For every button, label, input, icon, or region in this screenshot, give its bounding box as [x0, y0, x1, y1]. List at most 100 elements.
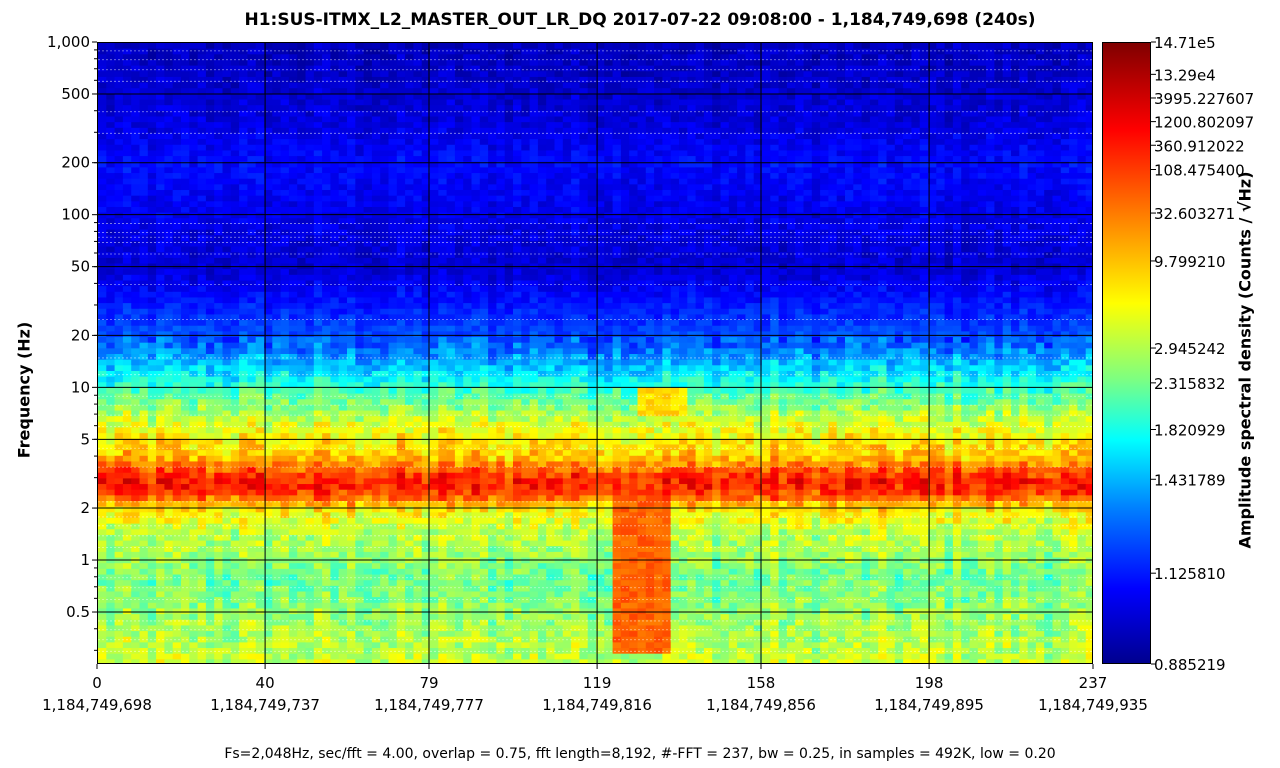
- heatmap-cell: [222, 184, 232, 191]
- heatmap-cell: [952, 71, 962, 78]
- heatmap-cell: [745, 178, 755, 185]
- heatmap-cell: [330, 235, 340, 242]
- heatmap-cell: [554, 178, 564, 185]
- heatmap-cell: [172, 156, 182, 163]
- heatmap-cell: [1011, 184, 1020, 191]
- heatmap-cell: [811, 116, 821, 123]
- heatmap-cell: [562, 48, 572, 55]
- heatmap-cell: [230, 240, 240, 248]
- heatmap-cell: [388, 150, 398, 157]
- heatmap-cell: [654, 161, 663, 168]
- heatmap-cell: [1002, 223, 1012, 231]
- heatmap-cell: [562, 59, 572, 67]
- heatmap-cell: [463, 218, 473, 225]
- heatmap-cell: [280, 240, 290, 248]
- heatmap-cell: [205, 195, 215, 202]
- heatmap-cell: [670, 65, 680, 72]
- heatmap-cell: [811, 88, 821, 95]
- heatmap-cell: [388, 59, 398, 67]
- heatmap-cell: [836, 93, 846, 101]
- heatmap-cell: [911, 252, 921, 259]
- heatmap-cell: [745, 190, 755, 197]
- heatmap-cell: [197, 240, 207, 248]
- heatmap-cell: [977, 59, 987, 67]
- heatmap-cell: [139, 150, 149, 157]
- heatmap-cell: [479, 48, 489, 55]
- heatmap-cell: [230, 48, 240, 55]
- heatmap-cell: [189, 43, 199, 50]
- heatmap-cell: [695, 173, 705, 180]
- heatmap-cell: [670, 48, 680, 55]
- heatmap-cell: [554, 88, 564, 95]
- heatmap-cell: [247, 144, 257, 152]
- heatmap-cell: [728, 263, 738, 270]
- heatmap-cell: [454, 223, 464, 231]
- heatmap-cell: [820, 269, 829, 276]
- heatmap-cell: [214, 43, 224, 50]
- heatmap-cell: [1060, 150, 1070, 157]
- heatmap-cell: [853, 48, 863, 55]
- heatmap-cell: [421, 257, 431, 265]
- heatmap-cell: [795, 195, 805, 202]
- heatmap-cell: [629, 99, 639, 106]
- heatmap-cell: [836, 133, 846, 140]
- heatmap-cell: [214, 65, 224, 72]
- heatmap-cell: [629, 212, 639, 219]
- heatmap-cell: [753, 48, 763, 55]
- heatmap-cell: [1077, 257, 1087, 265]
- heatmap-cell: [164, 252, 174, 259]
- heatmap-cell: [164, 223, 174, 231]
- heatmap-cell: [712, 54, 722, 61]
- heatmap-cell: [620, 88, 630, 95]
- heatmap-cell: [421, 93, 431, 101]
- heatmap-cell: [1052, 54, 1062, 61]
- heatmap-cell: [1011, 54, 1020, 61]
- heatmap-cell: [703, 65, 713, 72]
- heatmap-cell: [820, 71, 829, 78]
- heatmap-cell: [944, 88, 954, 95]
- heatmap-cell: [347, 71, 356, 78]
- heatmap-cell: [1069, 48, 1078, 55]
- heatmap-cell: [147, 116, 157, 123]
- heatmap-cell: [454, 54, 464, 61]
- heatmap-cell: [1069, 212, 1078, 219]
- heatmap-cell: [546, 235, 556, 242]
- heatmap-cell: [853, 190, 863, 197]
- heatmap-cell: [1069, 105, 1078, 112]
- heatmap-cell: [380, 88, 390, 95]
- heatmap-cell: [214, 99, 224, 106]
- heatmap-cell: [463, 82, 473, 89]
- heatmap-cell: [762, 161, 771, 168]
- heatmap-cell: [886, 93, 896, 101]
- heatmap-cell: [388, 274, 398, 282]
- heatmap-cell: [197, 48, 207, 55]
- heatmap-cell: [330, 167, 340, 174]
- heatmap-cell: [828, 76, 838, 84]
- heatmap-cell: [147, 48, 157, 55]
- heatmap-cell: [371, 105, 381, 112]
- heatmap-cell: [695, 218, 705, 225]
- heatmap-cell: [106, 184, 116, 191]
- heatmap-cell: [371, 139, 381, 146]
- heatmap-cell: [463, 76, 473, 84]
- heatmap-cell: [620, 223, 630, 231]
- heatmap-cell: [770, 190, 780, 197]
- heatmap-cell: [662, 167, 672, 174]
- heatmap-cell: [637, 263, 647, 270]
- heatmap-cell: [380, 184, 390, 191]
- heatmap-cell: [181, 269, 190, 276]
- heatmap-cell: [703, 161, 713, 168]
- heatmap-cell: [488, 150, 497, 157]
- heatmap-cell: [222, 246, 232, 253]
- heatmap-cell: [247, 206, 257, 214]
- heatmap-cell: [571, 105, 580, 112]
- heatmap-cell: [106, 173, 116, 180]
- heatmap-cell: [1060, 76, 1070, 84]
- heatmap-cell: [239, 161, 248, 168]
- heatmap-cell: [280, 252, 290, 259]
- heatmap-cell: [504, 54, 514, 61]
- heatmap-cell: [305, 212, 315, 219]
- heatmap-cell: [670, 218, 680, 225]
- heatmap-cell: [131, 206, 141, 214]
- heatmap-cell: [280, 82, 290, 89]
